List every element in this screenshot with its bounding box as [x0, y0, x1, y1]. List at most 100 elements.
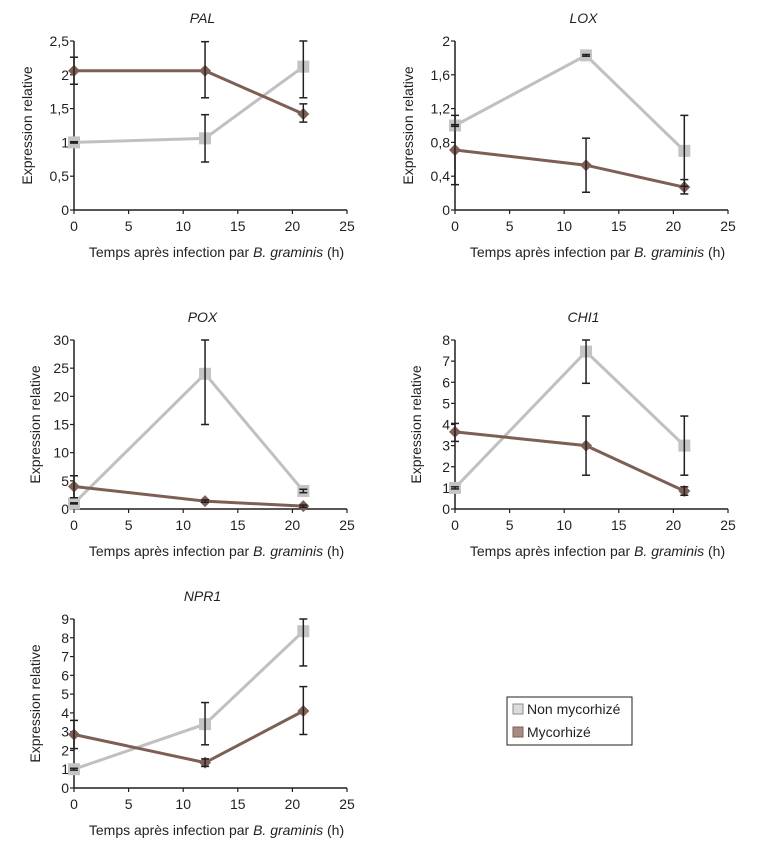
y-tick-label: 8 — [61, 630, 69, 646]
y-tick-label: 1,5 — [50, 101, 70, 117]
legend-label-mycorhize: Mycorhizé — [527, 724, 591, 740]
y-axis-label: Expression relative — [408, 365, 424, 483]
x-axis-label: Temps après infection par B. graminis (h… — [89, 822, 344, 838]
error-bar-mycorhize — [299, 103, 308, 123]
y-tick-label: 15 — [53, 417, 69, 433]
y-tick-label: 0 — [61, 780, 69, 796]
x-tick-label: 20 — [285, 517, 301, 533]
x-tick-label: 20 — [285, 218, 301, 234]
chart-chi1: CHI1 0 1 2 3 4 5 6 7 8 0 5 10 15 20 25 Temps après infec… — [408, 309, 736, 559]
error-bar-non-mycorhize — [451, 486, 459, 490]
error-bar-non-mycorhize — [70, 502, 78, 505]
y-tick-label: 5 — [61, 686, 69, 702]
y-tick-label: 0,5 — [50, 168, 70, 184]
y-axis-label: Expression relative — [19, 66, 35, 184]
chart-title: PAL — [190, 10, 215, 26]
x-tick-label: 25 — [339, 218, 355, 234]
y-tick-label: 0 — [61, 202, 69, 218]
series-line-non-mycorhize — [73, 630, 305, 771]
error-bar-mycorhize — [299, 504, 308, 509]
x-tick-label: 20 — [666, 517, 682, 533]
error-bar-non-mycorhize — [70, 767, 78, 771]
y-tick-label: 0 — [61, 501, 69, 517]
y-tick-label: 0,4 — [431, 168, 451, 184]
series-line-non-mycorhize — [454, 53, 686, 152]
series-line-mycorhize — [73, 484, 304, 508]
error-bar-non-mycorhize — [299, 40, 308, 99]
y-tick-label: 5 — [61, 473, 69, 489]
x-tick-label: 5 — [125, 796, 133, 812]
chart-title: POX — [188, 309, 218, 325]
y-tick-label: 9 — [61, 611, 69, 627]
error-bar-non-mycorhize — [582, 53, 591, 57]
series-line-non-mycorhize — [453, 349, 686, 489]
error-bar-mycorhize — [70, 475, 78, 499]
y-tick-label: 4 — [61, 705, 69, 721]
y-tick-label: 2 — [61, 742, 69, 758]
x-tick-label: 0 — [70, 517, 78, 533]
series-line-mycorhize — [454, 430, 685, 493]
error-bar-non-mycorhize — [299, 488, 308, 494]
error-bar-non-mycorhize — [582, 339, 591, 385]
error-bar-mycorhize — [582, 415, 591, 476]
x-tick-label: 15 — [611, 517, 627, 533]
y-tick-label: 1 — [61, 761, 69, 777]
error-bar-mycorhize — [451, 422, 459, 443]
x-tick-label: 5 — [125, 218, 133, 234]
legend-box — [506, 696, 633, 746]
x-axis-label: Temps après infection par B. graminis (h… — [470, 244, 725, 260]
y-tick-label: 5 — [442, 395, 450, 411]
x-tick-label: 0 — [451, 517, 459, 533]
error-bar-mycorhize — [299, 685, 308, 736]
y-tick-label: 8 — [442, 332, 450, 348]
error-bar-non-mycorhize — [70, 140, 78, 144]
x-axis-label: Temps après infection par B. graminis (h… — [89, 244, 344, 260]
error-bar-non-mycorhize — [201, 113, 210, 163]
x-tick-label: 25 — [339, 517, 355, 533]
x-tick-label: 0 — [451, 218, 459, 234]
y-tick-label: 3 — [442, 438, 450, 454]
x-axis-label: Temps après infection par B. graminis (h… — [89, 543, 344, 559]
y-tick-label: 0 — [442, 202, 450, 218]
chart-title: LOX — [569, 10, 598, 26]
y-tick-label: 2 — [61, 67, 69, 83]
error-bar-mycorhize — [70, 56, 78, 86]
y-tick-label: 2,5 — [50, 33, 70, 49]
y-axis-label: Expression relative — [27, 365, 43, 483]
y-tick-label: 1 — [442, 480, 450, 496]
legend-swatch-mycorhize — [512, 726, 524, 738]
y-tick-label: 1 — [61, 134, 69, 150]
y-tick-label: 7 — [442, 353, 450, 369]
x-tick-label: 25 — [720, 218, 736, 234]
x-tick-label: 25 — [339, 796, 355, 812]
y-axis-label: Expression relative — [27, 644, 43, 762]
error-bar-mycorhize — [451, 114, 459, 186]
x-tick-label: 15 — [611, 218, 627, 234]
x-tick-label: 5 — [506, 218, 514, 234]
series-line-non-mycorhize — [73, 65, 305, 144]
error-bar-mycorhize — [201, 40, 210, 99]
series-line-mycorhize — [454, 148, 685, 189]
legend-swatch-non-mycorhize — [512, 703, 524, 715]
legend-label-non-mycorhize: Non mycorhizé — [527, 701, 621, 717]
error-bar-non-mycorhize — [299, 618, 308, 667]
chart-pal: PAL 0 0,5 1 1,5 2 2,5 0 5 10 15 20 25 Temps après inf… — [19, 10, 355, 260]
y-axis-label: Expression relative — [400, 66, 416, 184]
error-bar-non-mycorhize — [680, 415, 689, 476]
y-tick-label: 4 — [442, 417, 450, 433]
y-tick-label: 6 — [442, 374, 450, 390]
x-tick-label: 10 — [175, 218, 191, 234]
y-tick-label: 1,2 — [431, 101, 451, 117]
chart-title: NPR1 — [184, 588, 221, 604]
chart-pox: POX 0 5 10 15 20 25 30 0 5 10 15 20 25 Temps après inf… — [27, 309, 355, 559]
error-bar-mycorhize — [201, 758, 210, 768]
y-tick-label: 3 — [61, 724, 69, 740]
error-bar-non-mycorhize — [201, 701, 210, 746]
x-axis-label: Temps après infection par B. graminis (h… — [470, 543, 725, 559]
x-tick-label: 5 — [125, 517, 133, 533]
x-tick-label: 5 — [506, 517, 514, 533]
x-tick-label: 15 — [230, 517, 246, 533]
